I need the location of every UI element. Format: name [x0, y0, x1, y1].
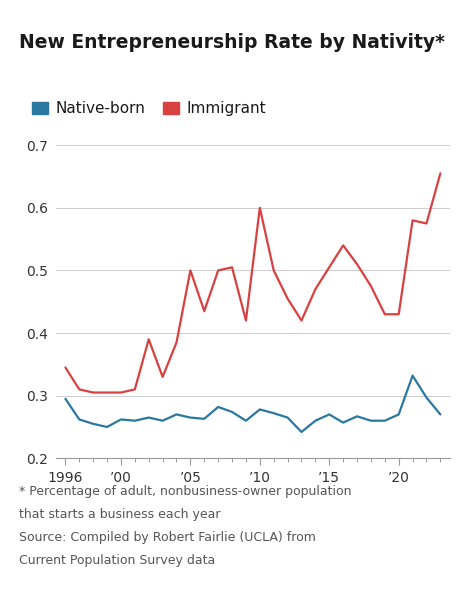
Text: that starts a business each year: that starts a business each year: [19, 508, 219, 522]
Text: Current Population Survey data: Current Population Survey data: [19, 554, 214, 567]
Text: * Percentage of adult, nonbusiness-owner population: * Percentage of adult, nonbusiness-owner…: [19, 485, 350, 499]
Text: New Entrepreneurship Rate by Nativity*: New Entrepreneurship Rate by Nativity*: [19, 33, 444, 52]
Text: Source: Compiled by Robert Fairlie (UCLA) from: Source: Compiled by Robert Fairlie (UCLA…: [19, 531, 315, 545]
Legend: Native-born, Immigrant: Native-born, Immigrant: [26, 95, 271, 122]
